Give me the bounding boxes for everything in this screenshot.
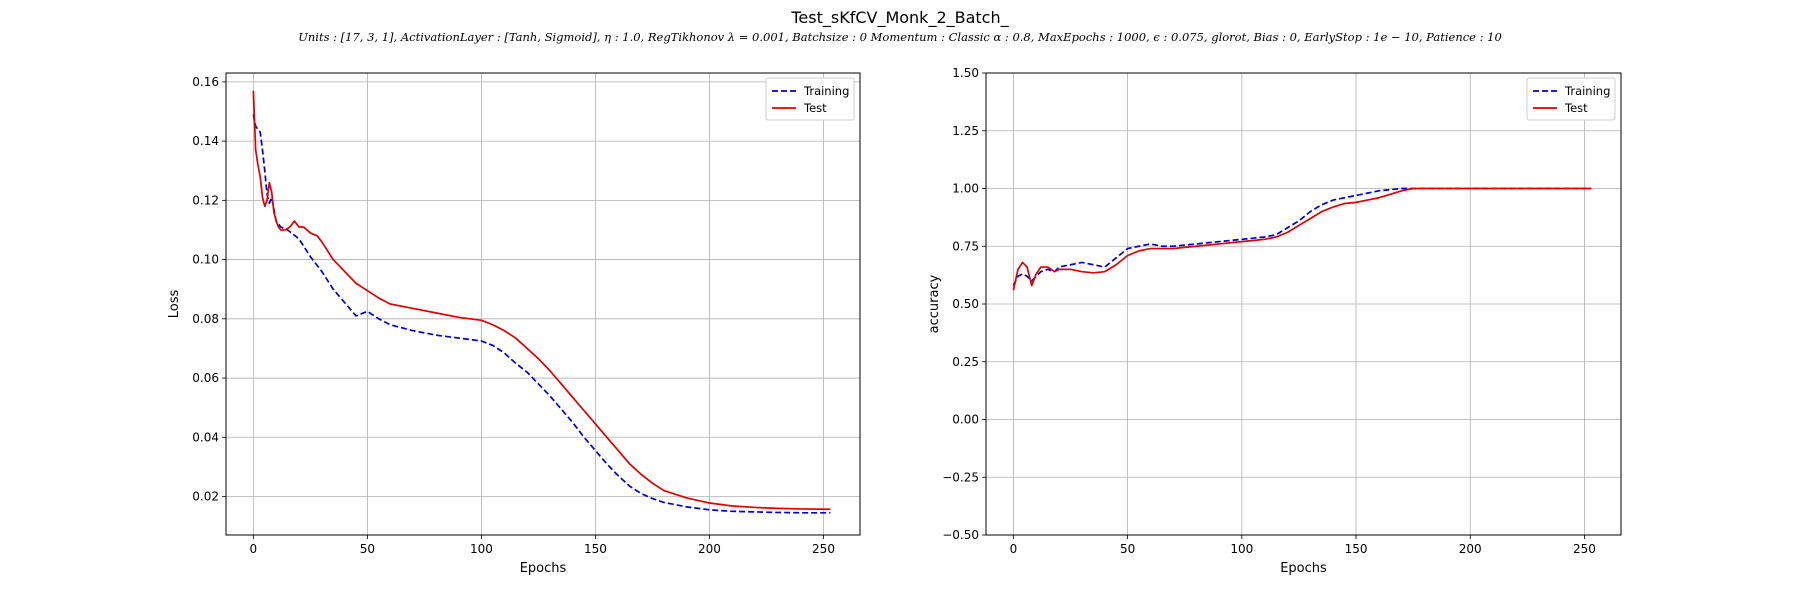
figure-subtitle: Units : [17, 3, 1], ActivationLayer : [T… [298,30,1502,44]
series-line-test [1012,187,1592,291]
x-tick-label: 50 [1120,542,1135,556]
y-tick-label: 1.25 [952,124,979,138]
x-tick-label: 50 [360,542,375,556]
series-line-test [252,90,831,511]
x-tick-label: 100 [470,542,493,556]
y-tick-label: 0.00 [952,413,979,427]
y-tick-label: −0.25 [942,470,979,484]
figure-title: Test_sKfCV_Monk_2_Batch_ [791,8,1009,27]
legend-box [1526,77,1616,121]
series-line-training [1012,187,1592,286]
y-axis-label: Loss [167,290,182,319]
legend: Training Test [765,77,855,121]
legend-label-test: Test [1564,101,1588,115]
y-tick-label: 0.50 [952,297,979,311]
x-tick-label: 0 [250,542,258,556]
x-tick-label: 150 [1345,542,1368,556]
y-tick-label: 0.02 [192,490,219,504]
y-tick-label: 0.14 [192,134,219,148]
x-axis-label: Epochs [520,561,567,576]
y-tick-label: 0.06 [192,371,219,385]
x-tick-label: 200 [1459,542,1482,556]
x-axis-label: Epochs [1280,561,1327,576]
y-tick-label: 0.12 [192,193,219,207]
x-tick-label: 250 [1573,542,1596,556]
legend-label-training: Training [803,84,849,98]
y-tick-label: 0.16 [192,75,219,89]
series-line-training [252,114,831,514]
x-tick-label: 200 [698,542,721,556]
x-tick-label: 150 [584,542,607,556]
y-tick-label: 0.25 [952,355,979,369]
legend: Training Test [1526,77,1616,121]
legend-label-training: Training [1564,84,1610,98]
x-tick-label: 0 [1010,542,1018,556]
y-tick-label: 1.00 [952,182,979,196]
y-tick-label: 0.08 [192,312,219,326]
y-axis-label: accuracy [927,274,942,333]
legend-label-test: Test [803,101,827,115]
y-tick-label: 0.10 [192,253,219,267]
accuracy-plot: 0 50 100 150 200 250 −0.50 −0.25 0.00 0.25 0.50 0.7… [927,66,1622,576]
y-tick-label: 0.75 [952,239,979,253]
legend-box [765,77,855,121]
y-tick-label: 0.04 [192,430,219,444]
axes-frame [985,72,1622,536]
y-tick-label: −0.50 [942,528,979,542]
axes-frame [225,72,861,536]
y-tick-label: 1.50 [952,66,979,80]
x-tick-label: 100 [1230,542,1253,556]
x-tick-label: 250 [812,542,835,556]
loss-plot: 0 50 100 150 200 250 0.02 0.04 0.06 0.08 0.10 0.12 0… [167,72,861,576]
